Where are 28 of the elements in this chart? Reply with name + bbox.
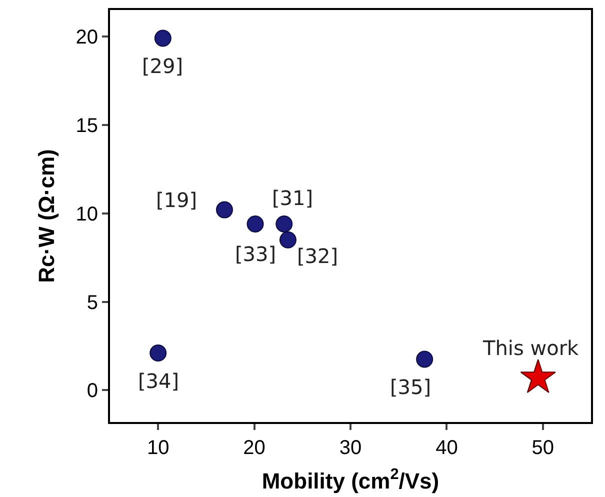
- point: [216, 201, 233, 218]
- point: [246, 215, 264, 232]
- point: [276, 215, 293, 232]
- x-axis-title: Mobility (cm$^{2}$/Vs): [262, 466, 440, 494]
- annotation: [31]: [272, 186, 314, 210]
- annotation: [19]: [156, 188, 198, 212]
- y-tick-label: 10: [76, 203, 98, 226]
- y-axis-title: Rc·W (Ω·cm): [34, 149, 60, 283]
- y-tick-label: 5: [86, 292, 98, 314]
- annotation: [33]: [235, 242, 276, 266]
- x-tick-label: 20: [243, 437, 266, 459]
- point: [279, 231, 296, 248]
- point: [416, 350, 434, 368]
- y-tick-label: 20: [76, 26, 98, 49]
- annotation: [35]: [390, 375, 432, 399]
- point: [520, 359, 556, 394]
- point: [150, 344, 167, 362]
- y-tick-label: 15: [76, 114, 98, 137]
- x-tick-label: 10: [146, 437, 170, 459]
- annotation: [34]: [138, 369, 180, 393]
- annotation: [32]: [297, 244, 338, 268]
- point: [154, 30, 172, 47]
- y-tick-label: 0: [86, 380, 98, 402]
- annotation: This work: [482, 336, 580, 360]
- x-tick-label: 40: [436, 437, 458, 459]
- x-tick-label: 30: [339, 437, 362, 459]
- x-tick-label: 50: [532, 437, 554, 459]
- annotation: [29]: [142, 54, 184, 78]
